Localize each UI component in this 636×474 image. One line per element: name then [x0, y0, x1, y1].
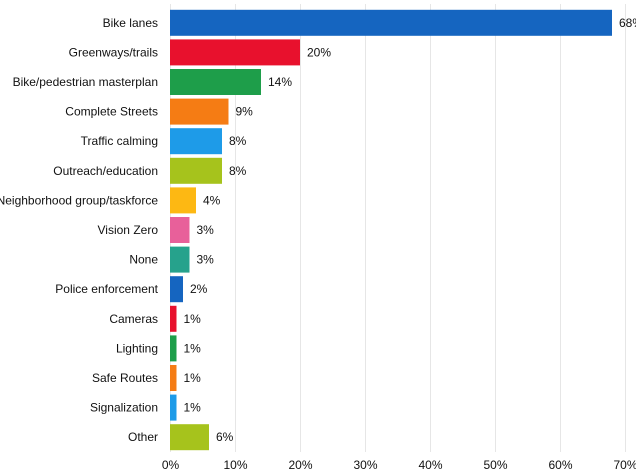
x-tick-label: 50% [483, 458, 507, 472]
category-label: Greenways/trails [69, 45, 158, 59]
category-label: Safe Routes [92, 371, 158, 385]
category-label: None [129, 253, 158, 267]
x-tick-label: 0% [162, 458, 180, 472]
bar [170, 305, 177, 332]
category-label: Bike/pedestrian masterplan [13, 75, 158, 89]
bar [170, 187, 196, 214]
bar [170, 9, 612, 36]
category-label: Complete Streets [65, 105, 158, 119]
category-label: Cameras [109, 312, 158, 326]
bar [170, 69, 261, 95]
category-label: Other [128, 430, 158, 444]
category-label: Bike lanes [103, 16, 158, 30]
category-labels: Bike lanes Greenways/trails Bike/pedestria… [0, 16, 159, 444]
bar [170, 157, 222, 184]
bar [170, 365, 177, 391]
bar [170, 98, 229, 125]
x-tick-label: 10% [223, 458, 247, 472]
bar [170, 424, 209, 451]
category-label: Vision Zero [98, 223, 159, 237]
category-label: Neighborhood group/taskforce [0, 193, 158, 207]
x-tick-label: 40% [418, 458, 442, 472]
value-label: 1% [184, 341, 202, 355]
bar [170, 276, 183, 303]
category-label: Lighting [116, 341, 158, 355]
category-label: Police enforcement [55, 282, 158, 296]
value-label: 1% [184, 371, 202, 385]
bar [170, 128, 222, 155]
bar [170, 39, 300, 66]
value-label: 20% [307, 45, 331, 59]
bar [170, 335, 177, 362]
category-label: Signalization [90, 401, 158, 415]
bar [170, 246, 190, 273]
value-label: 3% [197, 223, 215, 237]
bars [170, 9, 612, 451]
value-labels: 68% 20% 14% 9% 8% 8% 4% 3% 3% 2% 1% 1% 1% 1% 6% [184, 16, 636, 444]
value-label: 68% [619, 16, 636, 30]
value-label: 1% [184, 312, 202, 326]
x-tick-label: 60% [548, 458, 572, 472]
value-label: 3% [197, 253, 215, 267]
x-axis-tick-labels: 0% 10% 20% 30% 40% 50% 60% 70% [162, 458, 636, 472]
x-tick-label: 20% [288, 458, 312, 472]
category-label: Outreach/education [53, 164, 158, 178]
value-label: 2% [190, 282, 208, 296]
value-label: 4% [203, 193, 221, 207]
bar [170, 394, 177, 421]
bar [170, 217, 190, 243]
x-tick-label: 30% [353, 458, 377, 472]
x-tick-label: 70% [613, 458, 636, 472]
value-label: 14% [268, 75, 292, 89]
value-label: 8% [229, 134, 247, 148]
value-label: 6% [216, 430, 234, 444]
category-label: Traffic calming [81, 134, 158, 148]
value-label: 9% [236, 105, 254, 119]
value-label: 8% [229, 164, 247, 178]
value-label: 1% [184, 401, 202, 415]
